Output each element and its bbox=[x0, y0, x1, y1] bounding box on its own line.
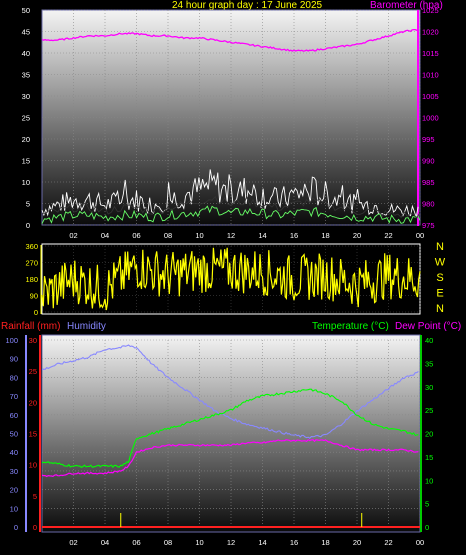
humidity-tick-label: 10 bbox=[10, 504, 18, 513]
compass-label: W bbox=[435, 257, 446, 269]
humidity-tick-label: 60 bbox=[10, 411, 18, 420]
direction-tick-label: 0 bbox=[34, 308, 38, 317]
compass-label: N bbox=[436, 303, 444, 315]
humidity-tick-label: 90 bbox=[10, 355, 18, 364]
baro-tick-label: 975 bbox=[422, 221, 435, 230]
hour-tick-label: 04 bbox=[101, 538, 109, 547]
hour-tick-label: 16 bbox=[290, 231, 298, 240]
hour-tick-label: 16 bbox=[290, 538, 298, 547]
rainfall-tick-label: 20 bbox=[29, 398, 37, 407]
humidity-tick-label: 20 bbox=[10, 486, 18, 495]
hour-tick-label: 00 bbox=[416, 231, 424, 240]
windspeed-avg-series bbox=[41, 205, 421, 224]
baro-tick-label: 985 bbox=[422, 178, 435, 187]
hour-tick-label: 08 bbox=[164, 538, 172, 547]
rainfall-tick-label: 5 bbox=[33, 492, 37, 501]
humidity-tick-label: 30 bbox=[10, 467, 18, 476]
baro-tick-label: 1010 bbox=[422, 71, 439, 80]
hour-tick-label: 10 bbox=[195, 231, 203, 240]
humidity-axis-label: Humidity bbox=[67, 321, 106, 332]
wind-tick-label: 0 bbox=[26, 221, 30, 230]
rainfall-tick-label: 10 bbox=[29, 461, 37, 470]
direction-tick-label: 90 bbox=[30, 292, 38, 301]
direction-tick-label: 180 bbox=[25, 275, 38, 284]
baro-tick-label: 980 bbox=[422, 200, 435, 209]
baro-tick-label: 1005 bbox=[422, 92, 439, 101]
compass-label: S bbox=[436, 272, 443, 284]
baro-tick-label: 1020 bbox=[422, 28, 439, 37]
barometer-axis-label: Barometer (hpa) bbox=[370, 0, 443, 11]
temperature-tick-label: 5 bbox=[425, 500, 429, 509]
wind-tick-label: 15 bbox=[22, 157, 30, 166]
hour-tick-label: 08 bbox=[164, 231, 172, 240]
humidity-tick-label: 0 bbox=[14, 523, 18, 532]
hour-tick-label: 06 bbox=[132, 231, 140, 240]
windspeed-series bbox=[42, 195, 421, 219]
wind-tick-label: 20 bbox=[22, 135, 30, 144]
temperature-tick-label: 20 bbox=[425, 430, 433, 439]
wind-direction-series bbox=[41, 247, 421, 311]
humidity-tick-label: 40 bbox=[10, 448, 18, 457]
windspeed-gust-series bbox=[41, 169, 419, 218]
wind-tick-label: 30 bbox=[22, 92, 30, 101]
dewpoint-series bbox=[41, 438, 419, 478]
hour-tick-label: 02 bbox=[69, 231, 77, 240]
temperature-tick-label: 10 bbox=[425, 476, 433, 485]
temperature-tick-label: 30 bbox=[425, 383, 433, 392]
temperature-series bbox=[41, 388, 419, 468]
temperature-tick-label: 25 bbox=[425, 406, 433, 415]
baro-tick-label: 1015 bbox=[422, 49, 439, 58]
hour-tick-label: 12 bbox=[227, 538, 235, 547]
wind-tick-label: 35 bbox=[22, 71, 30, 80]
temperature-tick-label: 40 bbox=[425, 336, 433, 345]
humidity-tick-label: 100 bbox=[5, 336, 18, 345]
hour-tick-label: 22 bbox=[384, 538, 392, 547]
hour-tick-label: 00 bbox=[416, 538, 424, 547]
hour-tick-label: 04 bbox=[101, 231, 109, 240]
direction-tick-label: 270 bbox=[25, 259, 38, 268]
baro-tick-label: 1025 bbox=[422, 6, 439, 15]
wind-tick-label: 5 bbox=[26, 200, 30, 209]
compass-label: N bbox=[436, 241, 444, 253]
hour-tick-label: 14 bbox=[258, 231, 266, 240]
chart-title: 24 hour graph day : 17 June 2025 bbox=[172, 0, 323, 11]
humidity-series bbox=[41, 344, 419, 439]
rainfall-axis-label: Rainfall (mm) bbox=[1, 321, 61, 332]
temperature-tick-label: 35 bbox=[425, 359, 433, 368]
hour-tick-label: 02 bbox=[69, 538, 77, 547]
wind-tick-label: 10 bbox=[22, 178, 30, 187]
baro-tick-label: 990 bbox=[422, 157, 435, 166]
hour-tick-label: 10 bbox=[195, 538, 203, 547]
hour-tick-label: 06 bbox=[132, 538, 140, 547]
baro-tick-label: 1000 bbox=[422, 114, 439, 123]
hour-tick-label: 22 bbox=[384, 231, 392, 240]
wind-tick-label: 45 bbox=[22, 28, 30, 37]
hour-tick-label: 20 bbox=[353, 538, 361, 547]
humidity-tick-label: 80 bbox=[10, 373, 18, 382]
barometer-series bbox=[41, 28, 419, 52]
rainfall-tick-label: 25 bbox=[29, 367, 37, 376]
direction-tick-label: 360 bbox=[25, 242, 38, 251]
humidity-tick-label: 70 bbox=[10, 392, 18, 401]
temperature-tick-label: 0 bbox=[425, 523, 429, 532]
rainfall-tick-label: 30 bbox=[29, 336, 37, 345]
dewpoint-axis-label: Dew Point (°C) bbox=[395, 321, 462, 332]
temperature-axis-label: Temperature (°C) bbox=[312, 321, 389, 332]
windspeed-axis-label: Windspeed (kph) bbox=[8, 0, 84, 11]
rainfall-tick-label: 15 bbox=[29, 430, 37, 439]
hour-tick-label: 20 bbox=[353, 231, 361, 240]
temperature-tick-label: 15 bbox=[425, 453, 433, 462]
hour-tick-label: 18 bbox=[321, 538, 329, 547]
wind-tick-label: 50 bbox=[22, 6, 30, 15]
baro-tick-label: 995 bbox=[422, 135, 435, 144]
rainfall-tick-label: 0 bbox=[33, 523, 37, 532]
hour-tick-label: 18 bbox=[321, 231, 329, 240]
humidity-tick-label: 50 bbox=[10, 430, 18, 439]
wind-tick-label: 25 bbox=[22, 114, 30, 123]
compass-label: E bbox=[436, 288, 443, 300]
hour-tick-label: 14 bbox=[258, 538, 266, 547]
hour-tick-label: 12 bbox=[227, 231, 235, 240]
wind-tick-label: 40 bbox=[22, 49, 30, 58]
